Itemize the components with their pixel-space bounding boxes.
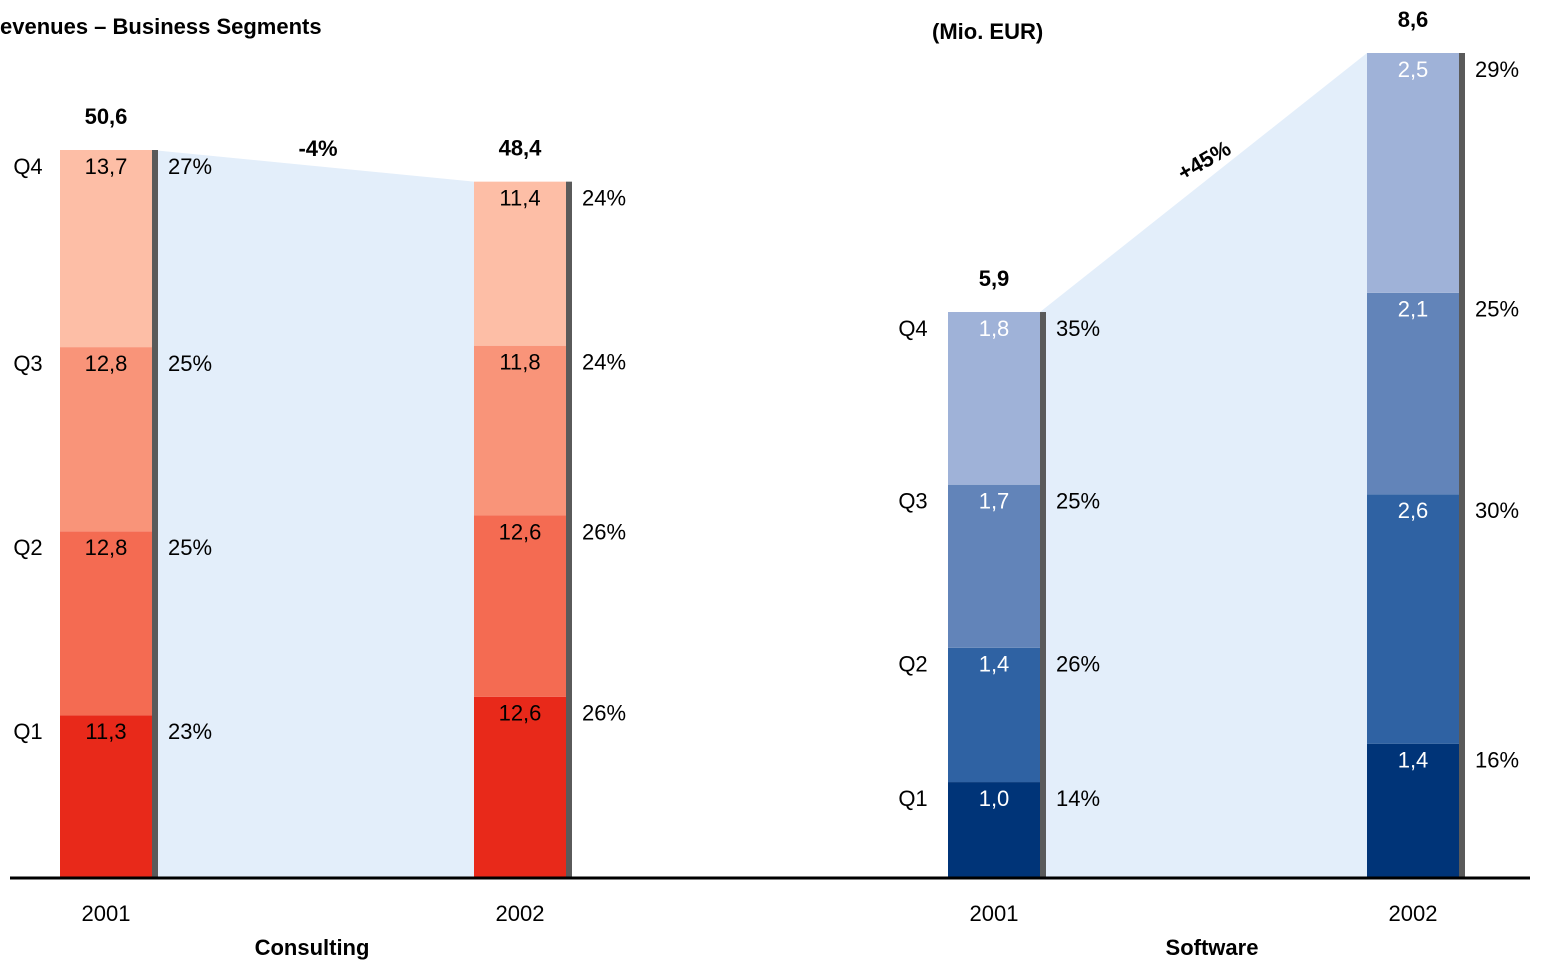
total-label: 48,4 bbox=[499, 135, 543, 160]
value-label: 11,4 bbox=[499, 185, 540, 210]
quarter-label: Q1 bbox=[13, 719, 42, 744]
bar-segment bbox=[1367, 293, 1459, 494]
bar-segment bbox=[60, 150, 152, 347]
value-label: 11,8 bbox=[499, 349, 540, 374]
share-label: 25% bbox=[1475, 297, 1519, 322]
value-label: 13,7 bbox=[85, 154, 128, 179]
category-label: 2002 bbox=[1389, 901, 1438, 926]
bar-segment bbox=[1367, 494, 1459, 743]
connector-shade bbox=[152, 150, 474, 878]
bar-shadow bbox=[1040, 312, 1046, 878]
value-label: 1,7 bbox=[979, 488, 1010, 513]
connector-shade bbox=[1040, 53, 1367, 878]
share-label: 24% bbox=[582, 349, 626, 374]
share-label: 25% bbox=[168, 535, 212, 560]
quarter-label: Q3 bbox=[13, 351, 42, 376]
share-label: 24% bbox=[582, 185, 626, 210]
bar-shadow bbox=[1459, 53, 1465, 878]
segment-title: Consulting bbox=[255, 935, 370, 960]
total-label: 8,6 bbox=[1398, 7, 1429, 32]
share-label: 23% bbox=[168, 719, 212, 744]
quarter-label: Q3 bbox=[898, 488, 927, 513]
share-label: 25% bbox=[1056, 488, 1100, 513]
slide-subtitle: (Mio. EUR) bbox=[932, 19, 1043, 44]
bar-shadow bbox=[566, 182, 572, 878]
value-label: 2,5 bbox=[1398, 57, 1429, 82]
share-label: 26% bbox=[582, 519, 626, 544]
share-label: 14% bbox=[1056, 786, 1100, 811]
value-label: 1,4 bbox=[1398, 748, 1429, 773]
share-label: 25% bbox=[168, 351, 212, 376]
total-label: 5,9 bbox=[979, 266, 1010, 291]
category-label: 2002 bbox=[496, 901, 545, 926]
slide-title: evenues – Business Segments bbox=[0, 14, 322, 39]
share-label: 30% bbox=[1475, 498, 1519, 523]
quarter-label: Q4 bbox=[898, 316, 927, 341]
quarter-label: Q2 bbox=[13, 535, 42, 560]
bar-shadow bbox=[152, 150, 158, 878]
share-label: 26% bbox=[1056, 652, 1100, 677]
category-label: 2001 bbox=[970, 901, 1019, 926]
quarter-label: Q1 bbox=[898, 786, 927, 811]
value-label: 2,6 bbox=[1398, 498, 1429, 523]
quarter-label: Q2 bbox=[898, 652, 927, 677]
share-label: 16% bbox=[1475, 748, 1519, 773]
value-label: 1,0 bbox=[979, 786, 1010, 811]
slide: evenues – Business Segments (Mio. EUR) -… bbox=[0, 0, 1543, 968]
share-label: 29% bbox=[1475, 57, 1519, 82]
value-label: 12,6 bbox=[499, 519, 542, 544]
bar-segment bbox=[1367, 53, 1459, 293]
value-label: 12,8 bbox=[85, 535, 128, 560]
value-label: 12,8 bbox=[85, 351, 128, 376]
change-label: -4% bbox=[298, 136, 337, 161]
value-label: 11,3 bbox=[85, 719, 126, 744]
value-label: 2,1 bbox=[1398, 297, 1429, 322]
share-label: 27% bbox=[168, 154, 212, 179]
share-label: 26% bbox=[582, 701, 626, 726]
total-label: 50,6 bbox=[85, 104, 128, 129]
value-label: 1,8 bbox=[979, 316, 1010, 341]
share-label: 35% bbox=[1056, 316, 1100, 341]
segment-title: Software bbox=[1166, 935, 1259, 960]
value-label: 1,4 bbox=[979, 652, 1010, 677]
value-label: 12,6 bbox=[499, 701, 542, 726]
category-label: 2001 bbox=[82, 901, 131, 926]
quarter-label: Q4 bbox=[13, 154, 42, 179]
